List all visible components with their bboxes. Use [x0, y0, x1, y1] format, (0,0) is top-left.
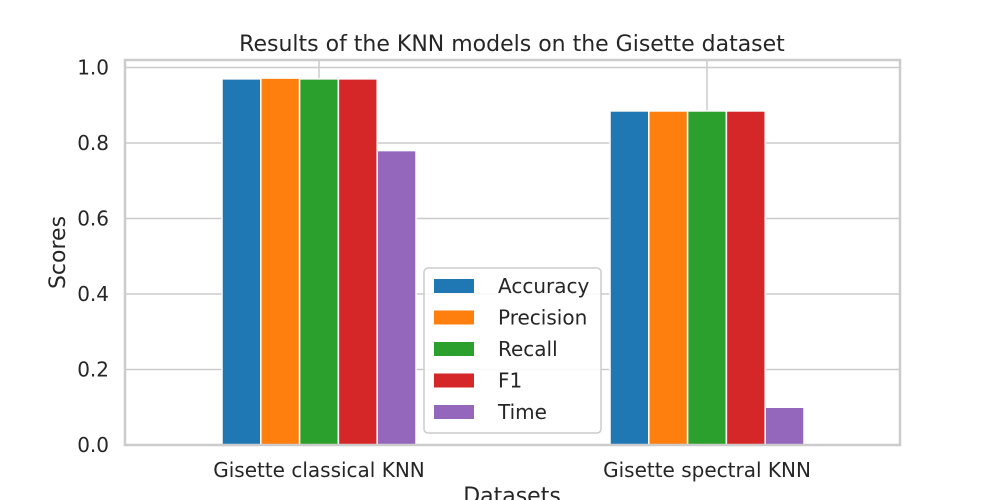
y-tick-label: 0.2 — [77, 358, 109, 382]
legend-swatch-precision — [434, 310, 474, 325]
x-axis-label: Datasets — [463, 484, 561, 500]
bar-f1-2 — [725, 110, 766, 446]
bars — [221, 77, 805, 446]
plot-area-frame — [123, 58, 902, 447]
y-tick-label: 1.0 — [77, 56, 109, 80]
y-tick-label: 0.6 — [77, 207, 109, 231]
bar-accuracy-2 — [609, 110, 650, 446]
x-tick-label: Gisette classical KNN — [213, 458, 425, 482]
bar-time-2 — [764, 406, 805, 446]
bar-f1-1 — [337, 78, 378, 446]
x-axis-ticks: Gisette classical KNN Gisette spectral KN… — [213, 458, 811, 482]
y-tick-label: 0.0 — [77, 433, 109, 457]
legend-swatch-recall — [434, 342, 474, 356]
bar-time-1 — [376, 149, 417, 446]
bar-precision-1 — [260, 77, 301, 446]
legend-label-precision: Precision — [498, 306, 587, 330]
legend: Accuracy Precision Recall F1 Time — [423, 267, 602, 434]
x-tick-label: Gisette spectral KNN — [603, 458, 811, 482]
legend-label-f1: F1 — [498, 369, 522, 393]
legend-label-accuracy: Accuracy — [498, 274, 589, 298]
bar-accuracy-1 — [221, 78, 262, 446]
chart-title: Results of the KNN models on the Gisette… — [239, 32, 785, 57]
legend-label-time: Time — [497, 400, 547, 424]
bar-precision-2 — [648, 110, 689, 446]
y-tick-label: 0.8 — [77, 131, 109, 155]
y-axis-ticks: 0.0 0.2 0.4 0.6 0.8 1.0 — [77, 56, 109, 457]
y-tick-label: 0.4 — [77, 282, 109, 306]
legend-swatch-accuracy — [434, 279, 474, 293]
y-axis-label: Scores — [46, 216, 71, 289]
legend-swatch-f1 — [434, 373, 474, 388]
legend-label-recall: Recall — [498, 337, 558, 361]
legend-swatch-time — [434, 405, 474, 419]
bar-recall-1 — [298, 78, 340, 446]
legend-box — [423, 267, 602, 434]
bar-recall-2 — [686, 110, 728, 446]
